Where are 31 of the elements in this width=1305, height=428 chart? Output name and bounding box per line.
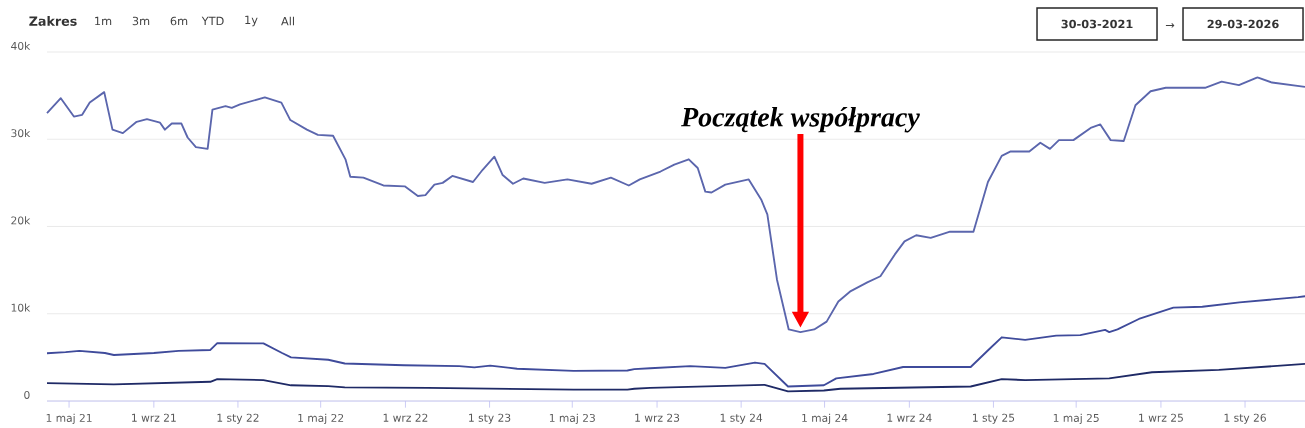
x-tick-label: 1 maj 23 [549,413,595,425]
text: 30-03-2021 [1061,19,1133,29]
x-tick-label: 1 sty 24 [720,413,763,424]
y-tick-label: 10k [11,303,31,312]
text: 29-03-2026 [1207,19,1279,29]
text: 1m [95,16,112,26]
x-tick-label: 1 sty 25 [973,413,1015,424]
y-tick-label: 40k [11,41,31,50]
x-tick-label: 1 maj 22 [298,413,344,425]
x-tick-label: 1 maj 21 [46,413,92,425]
y-tick-label: 30k [11,128,31,138]
text: 3m [132,16,150,26]
text: 1y [245,15,258,27]
x-tick-label: 1 maj 25 [1053,413,1099,425]
y-tick-label: 0 [24,390,30,399]
text: 6m [170,16,188,26]
x-tick-label: 1 sty 23 [469,413,511,424]
x-tick-label: 1 maj 24 [802,413,848,425]
text: → [1165,23,1175,28]
x-tick-label: 1 sty 22 [217,413,259,424]
text: All [281,16,294,26]
x-tick-label: 1 wrz 22 [383,413,428,422]
x-tick-label: 1 sty 26 [1224,413,1266,424]
x-tick-label: 1 wrz 25 [1139,413,1183,422]
ref-line-label: Początek współpracy [681,106,920,133]
x-tick-label: 1 wrz 21 [132,413,176,422]
x-tick-label: 1 wrz 24 [887,413,932,422]
text: Zakres [29,16,77,26]
y-tick-label: 20k [11,216,31,225]
x-tick-label: 1 wrz 23 [635,413,680,422]
text: YTD [201,16,224,26]
